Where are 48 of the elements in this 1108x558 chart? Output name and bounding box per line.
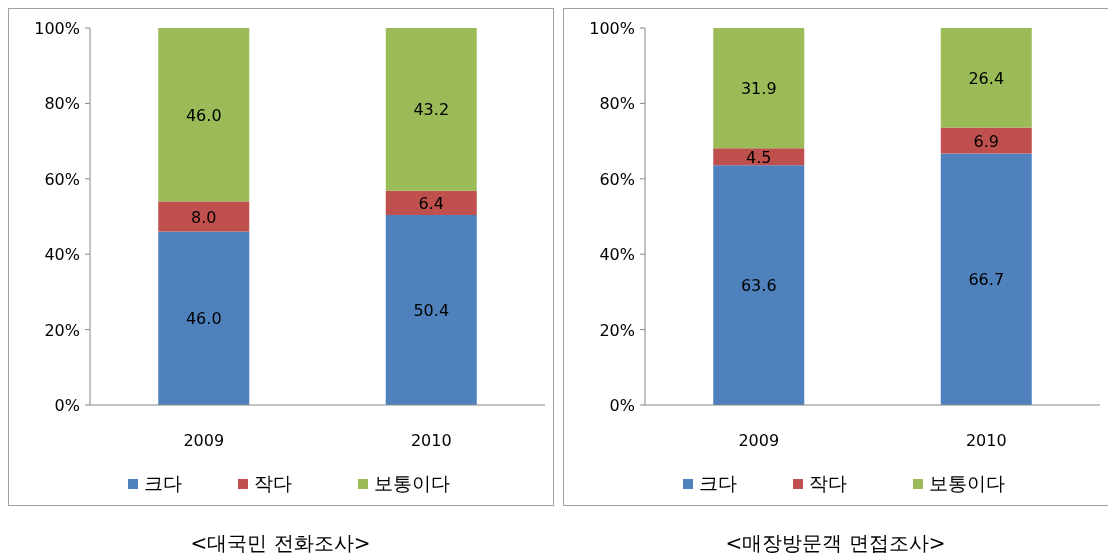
- text: <대국민 전화조사>: [190, 531, 371, 555]
- y-tick-label: 0%: [54, 396, 80, 415]
- y-tick-label: 100%: [589, 19, 635, 38]
- y-tick-label: 100%: [34, 19, 80, 38]
- data-label: 63.6: [740, 276, 777, 296]
- bar: [713, 165, 805, 405]
- y-tick-label: 20%: [44, 320, 80, 340]
- y-tick-label: 20%: [599, 320, 635, 340]
- x-tick-label: 2010: [410, 431, 452, 450]
- legend-label: 작다: [254, 472, 292, 494]
- bar: [940, 28, 1032, 128]
- y-tick-label: 0%: [609, 396, 635, 415]
- y-tick-label: 40%: [599, 245, 635, 265]
- legend-label: 크다: [699, 472, 737, 494]
- bar: [940, 153, 1032, 405]
- x-tick-label: 2010: [965, 431, 1007, 450]
- y-tick-label: 40%: [44, 245, 80, 265]
- bar: [158, 231, 250, 405]
- data-label: 31.9: [740, 79, 777, 99]
- data-label: 46.0: [185, 309, 222, 329]
- bar: [385, 28, 477, 191]
- y-tick-label: 60%: [44, 169, 80, 189]
- data-label: 43.2: [413, 100, 450, 120]
- y-tick-label: 60%: [599, 169, 635, 189]
- y-tick-label: 80%: [44, 94, 80, 114]
- legend-label: 보통이다: [929, 472, 1005, 494]
- legend-label: 크다: [144, 472, 182, 494]
- bar: [713, 148, 805, 166]
- y-tick-label: 80%: [599, 94, 635, 114]
- legend-label: 작다: [809, 472, 847, 494]
- data-label: 6.9: [973, 131, 999, 151]
- bar: [158, 28, 250, 202]
- bar: [713, 28, 805, 149]
- text: <매장방문객 면접조사>: [725, 531, 946, 555]
- bar: [158, 201, 250, 232]
- data-label: 6.4: [418, 193, 444, 213]
- bar: [385, 190, 477, 215]
- x-tick-label: 2009: [738, 431, 780, 450]
- data-label: 46.0: [185, 105, 222, 125]
- x-tick-label: 2009: [183, 431, 225, 450]
- data-label: 50.4: [413, 301, 450, 320]
- bar: [940, 127, 1032, 154]
- bar: [385, 214, 477, 405]
- data-label: 26.4: [968, 68, 1005, 88]
- data-label: 8.0: [191, 207, 217, 227]
- data-label: 66.7: [968, 270, 1005, 290]
- legend-label: 보통이다: [374, 472, 450, 494]
- data-label: 4.5: [746, 147, 772, 167]
